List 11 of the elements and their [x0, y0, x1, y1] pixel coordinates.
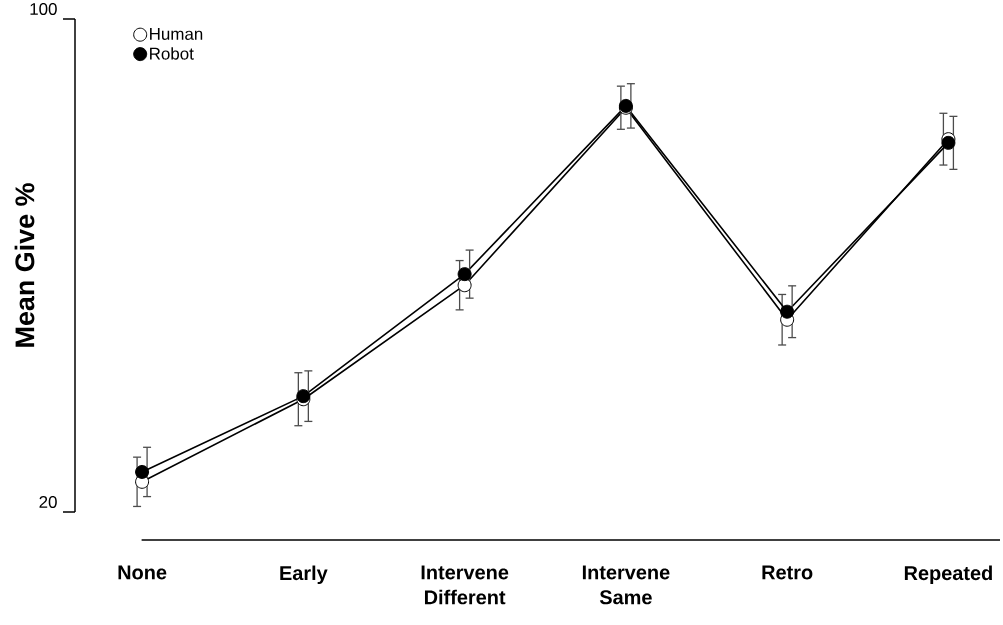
x-tick-label: None — [118, 565, 167, 580]
y-tick-label: 20 — [39, 496, 57, 508]
x-tick-label: Intervene Same — [582, 565, 670, 605]
legend-label: Robot — [150, 47, 194, 60]
x-tick-label: Retro — [762, 565, 813, 580]
x-tick-label: Repeated — [904, 565, 992, 585]
y-tick-label: 100 — [30, 3, 57, 15]
legend-label: Human — [150, 28, 203, 40]
x-tick-label: Early — [280, 565, 328, 585]
y-axis-title: Mean Give % — [14, 183, 35, 347]
x-tick-label: Intervene Different — [421, 565, 509, 605]
